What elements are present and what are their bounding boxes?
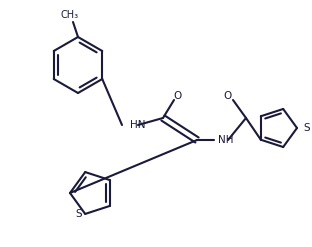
Text: HN: HN [130,120,145,130]
Text: S: S [303,123,310,133]
Text: S: S [75,209,81,219]
Text: O: O [174,91,182,101]
Text: NH: NH [218,135,233,145]
Text: CH₃: CH₃ [61,10,79,20]
Text: O: O [224,91,232,101]
